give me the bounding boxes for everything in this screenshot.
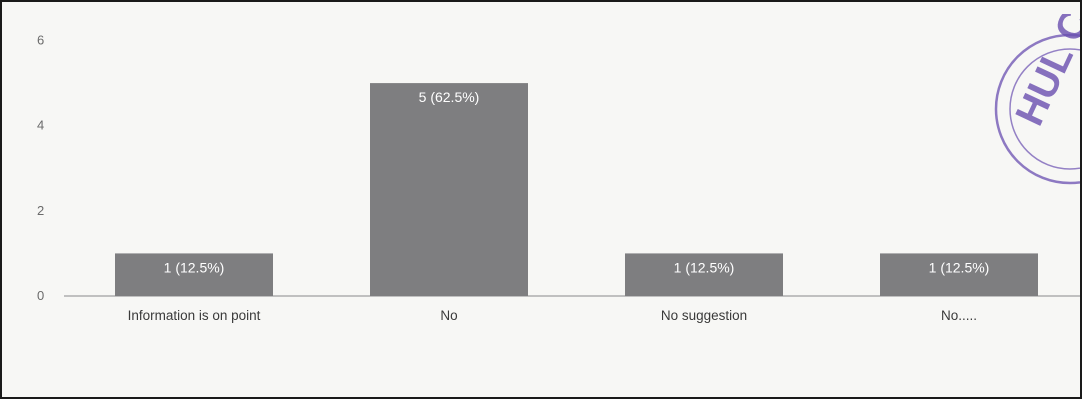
bar	[370, 83, 528, 296]
y-tick-label: 2	[37, 203, 44, 218]
bars-group	[115, 83, 1038, 296]
bar-data-label: 1 (12.5%)	[674, 259, 735, 275]
category-label: Information is on point	[128, 308, 261, 323]
bar-data-label: 1 (12.5%)	[929, 259, 990, 275]
bar	[880, 253, 1038, 296]
stamp-seal: HUL CO	[994, 14, 1082, 185]
category-label: No.....	[941, 308, 977, 323]
stamp-text: HUL CO	[1007, 14, 1082, 132]
y-tick-label: 0	[37, 288, 44, 303]
category-label: No	[440, 308, 457, 323]
bar-data-label: 1 (12.5%)	[164, 259, 225, 275]
y-tick-label: 4	[37, 118, 44, 133]
category-label: No suggestion	[661, 308, 747, 323]
category-labels-group: Information is on point No No suggestion No…	[128, 308, 977, 323]
bar	[115, 253, 273, 296]
data-labels-group: 1 (12.5%) 5 (62.5%) 1 (12.5%) 1 (12.5%)	[164, 89, 990, 275]
y-tick-label: 6	[37, 33, 44, 48]
y-axis-ticks: 0 2 4 6	[37, 33, 44, 303]
stamp-outer-ring	[994, 33, 1080, 185]
stamp-inner-ring	[1009, 48, 1080, 170]
bar	[625, 253, 783, 296]
bar-data-label: 5 (62.5%)	[419, 89, 480, 105]
